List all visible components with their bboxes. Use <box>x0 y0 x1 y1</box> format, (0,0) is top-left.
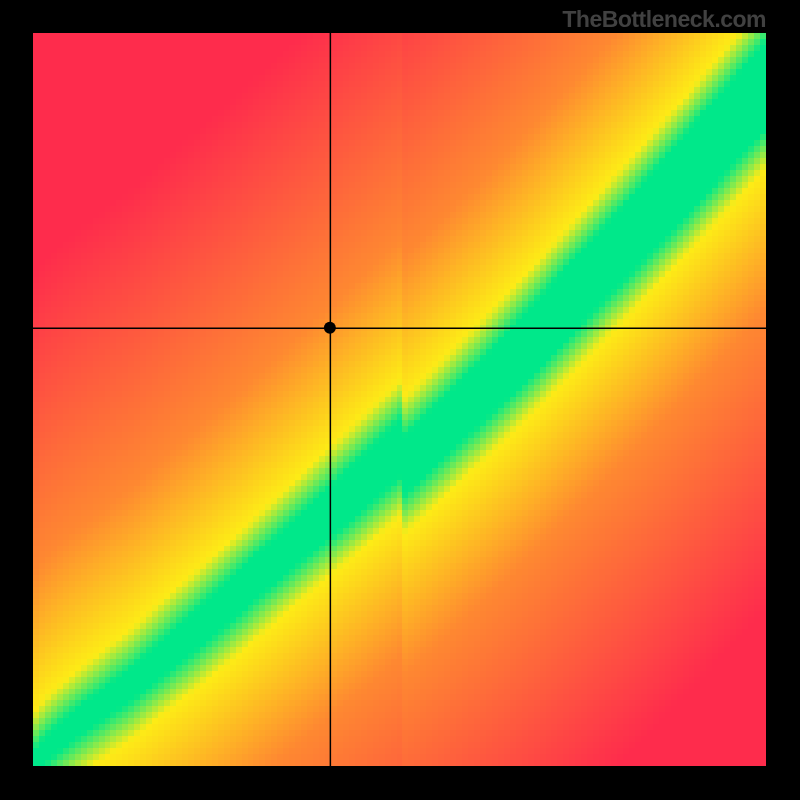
bottleneck-heatmap <box>33 33 766 766</box>
attribution-text: TheBottleneck.com <box>562 6 766 33</box>
chart-container: TheBottleneck.com <box>0 0 800 800</box>
